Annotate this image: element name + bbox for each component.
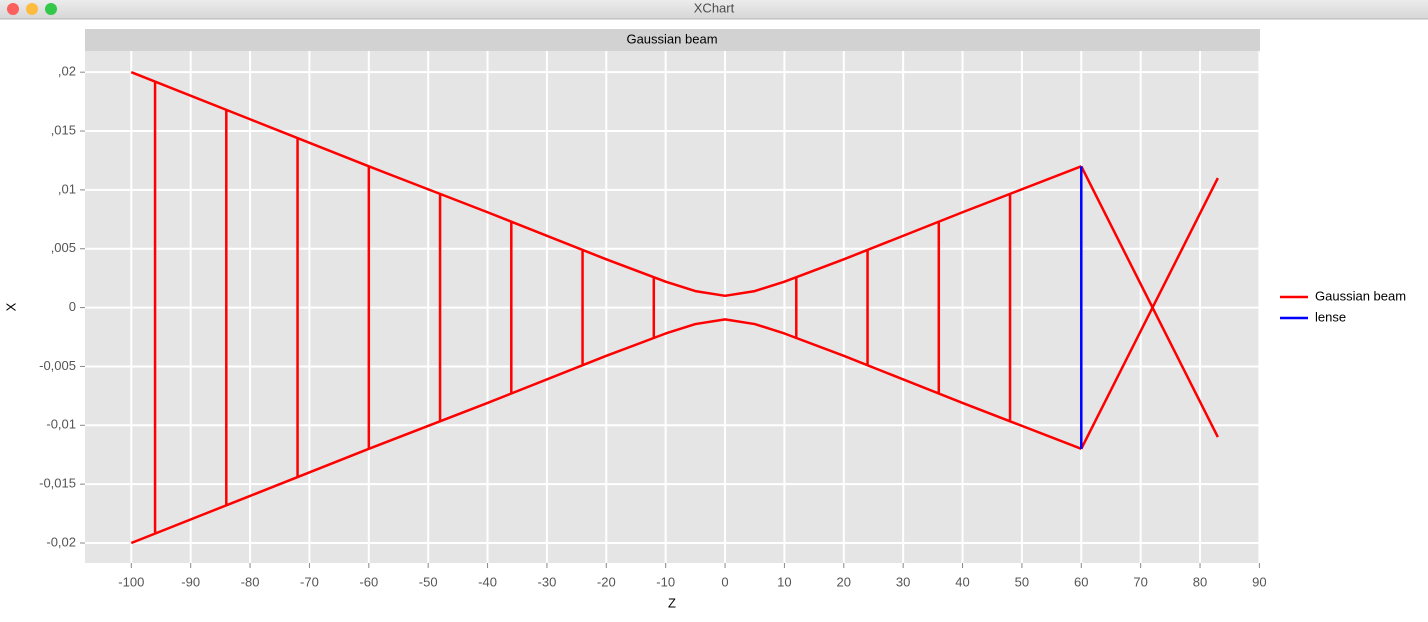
y-tick-label: -0,01 <box>46 417 76 432</box>
y-axis-label: X <box>3 302 18 311</box>
legend: Gaussian beam lense <box>1280 288 1406 324</box>
x-tick-label: 0 <box>721 574 728 589</box>
x-tick-label: 80 <box>1193 574 1207 589</box>
x-tick-label: 20 <box>837 574 851 589</box>
x-tick-label: -50 <box>419 574 438 589</box>
legend-label: lense <box>1315 309 1346 324</box>
grid: -100 -90 -80 -70 -60 -50 -40 -30 -20 -10 0 10 20 30 40… <box>39 51 1267 589</box>
x-tick-label: 60 <box>1074 574 1088 589</box>
x-tick-label: -40 <box>478 574 497 589</box>
y-tick-label: ,005 <box>51 240 76 255</box>
x-tick-label: -10 <box>656 574 675 589</box>
x-tick-label: 70 <box>1133 574 1147 589</box>
close-button[interactable] <box>7 3 19 15</box>
x-tick-label: 30 <box>896 574 910 589</box>
y-tick-label: 0 <box>69 299 76 314</box>
title-bar <box>0 0 1428 19</box>
x-axis-label: Z <box>668 595 676 610</box>
chart-title: Gaussian beam <box>626 31 717 46</box>
series-line <box>130 71 1219 545</box>
x-tick-label: 50 <box>1015 574 1029 589</box>
window-title: XChart <box>694 0 735 15</box>
zoom-button[interactable] <box>45 3 57 15</box>
x-tick-label: -80 <box>241 574 260 589</box>
y-tick-label: -0,005 <box>39 358 76 373</box>
x-tick-label: -20 <box>597 574 616 589</box>
y-tick-label: -0,015 <box>39 476 76 491</box>
x-tick-label: 90 <box>1252 574 1266 589</box>
x-tick-label: -60 <box>359 574 378 589</box>
minimize-button[interactable] <box>26 3 38 15</box>
legend-label: Gaussian beam <box>1315 288 1406 303</box>
y-tick-label: ,015 <box>51 122 76 137</box>
y-tick-label: -0,02 <box>46 534 76 549</box>
x-tick-label: -30 <box>538 574 557 589</box>
y-tick-label: ,02 <box>58 64 76 79</box>
x-tick-label: 10 <box>777 574 791 589</box>
x-tick-label: -90 <box>181 574 200 589</box>
y-tick-label: ,01 <box>58 181 76 196</box>
x-tick-label: -100 <box>118 574 144 589</box>
x-tick-label: -70 <box>300 574 319 589</box>
x-tick-label: 40 <box>955 574 969 589</box>
lines <box>130 71 1219 545</box>
title-band <box>85 29 1260 51</box>
